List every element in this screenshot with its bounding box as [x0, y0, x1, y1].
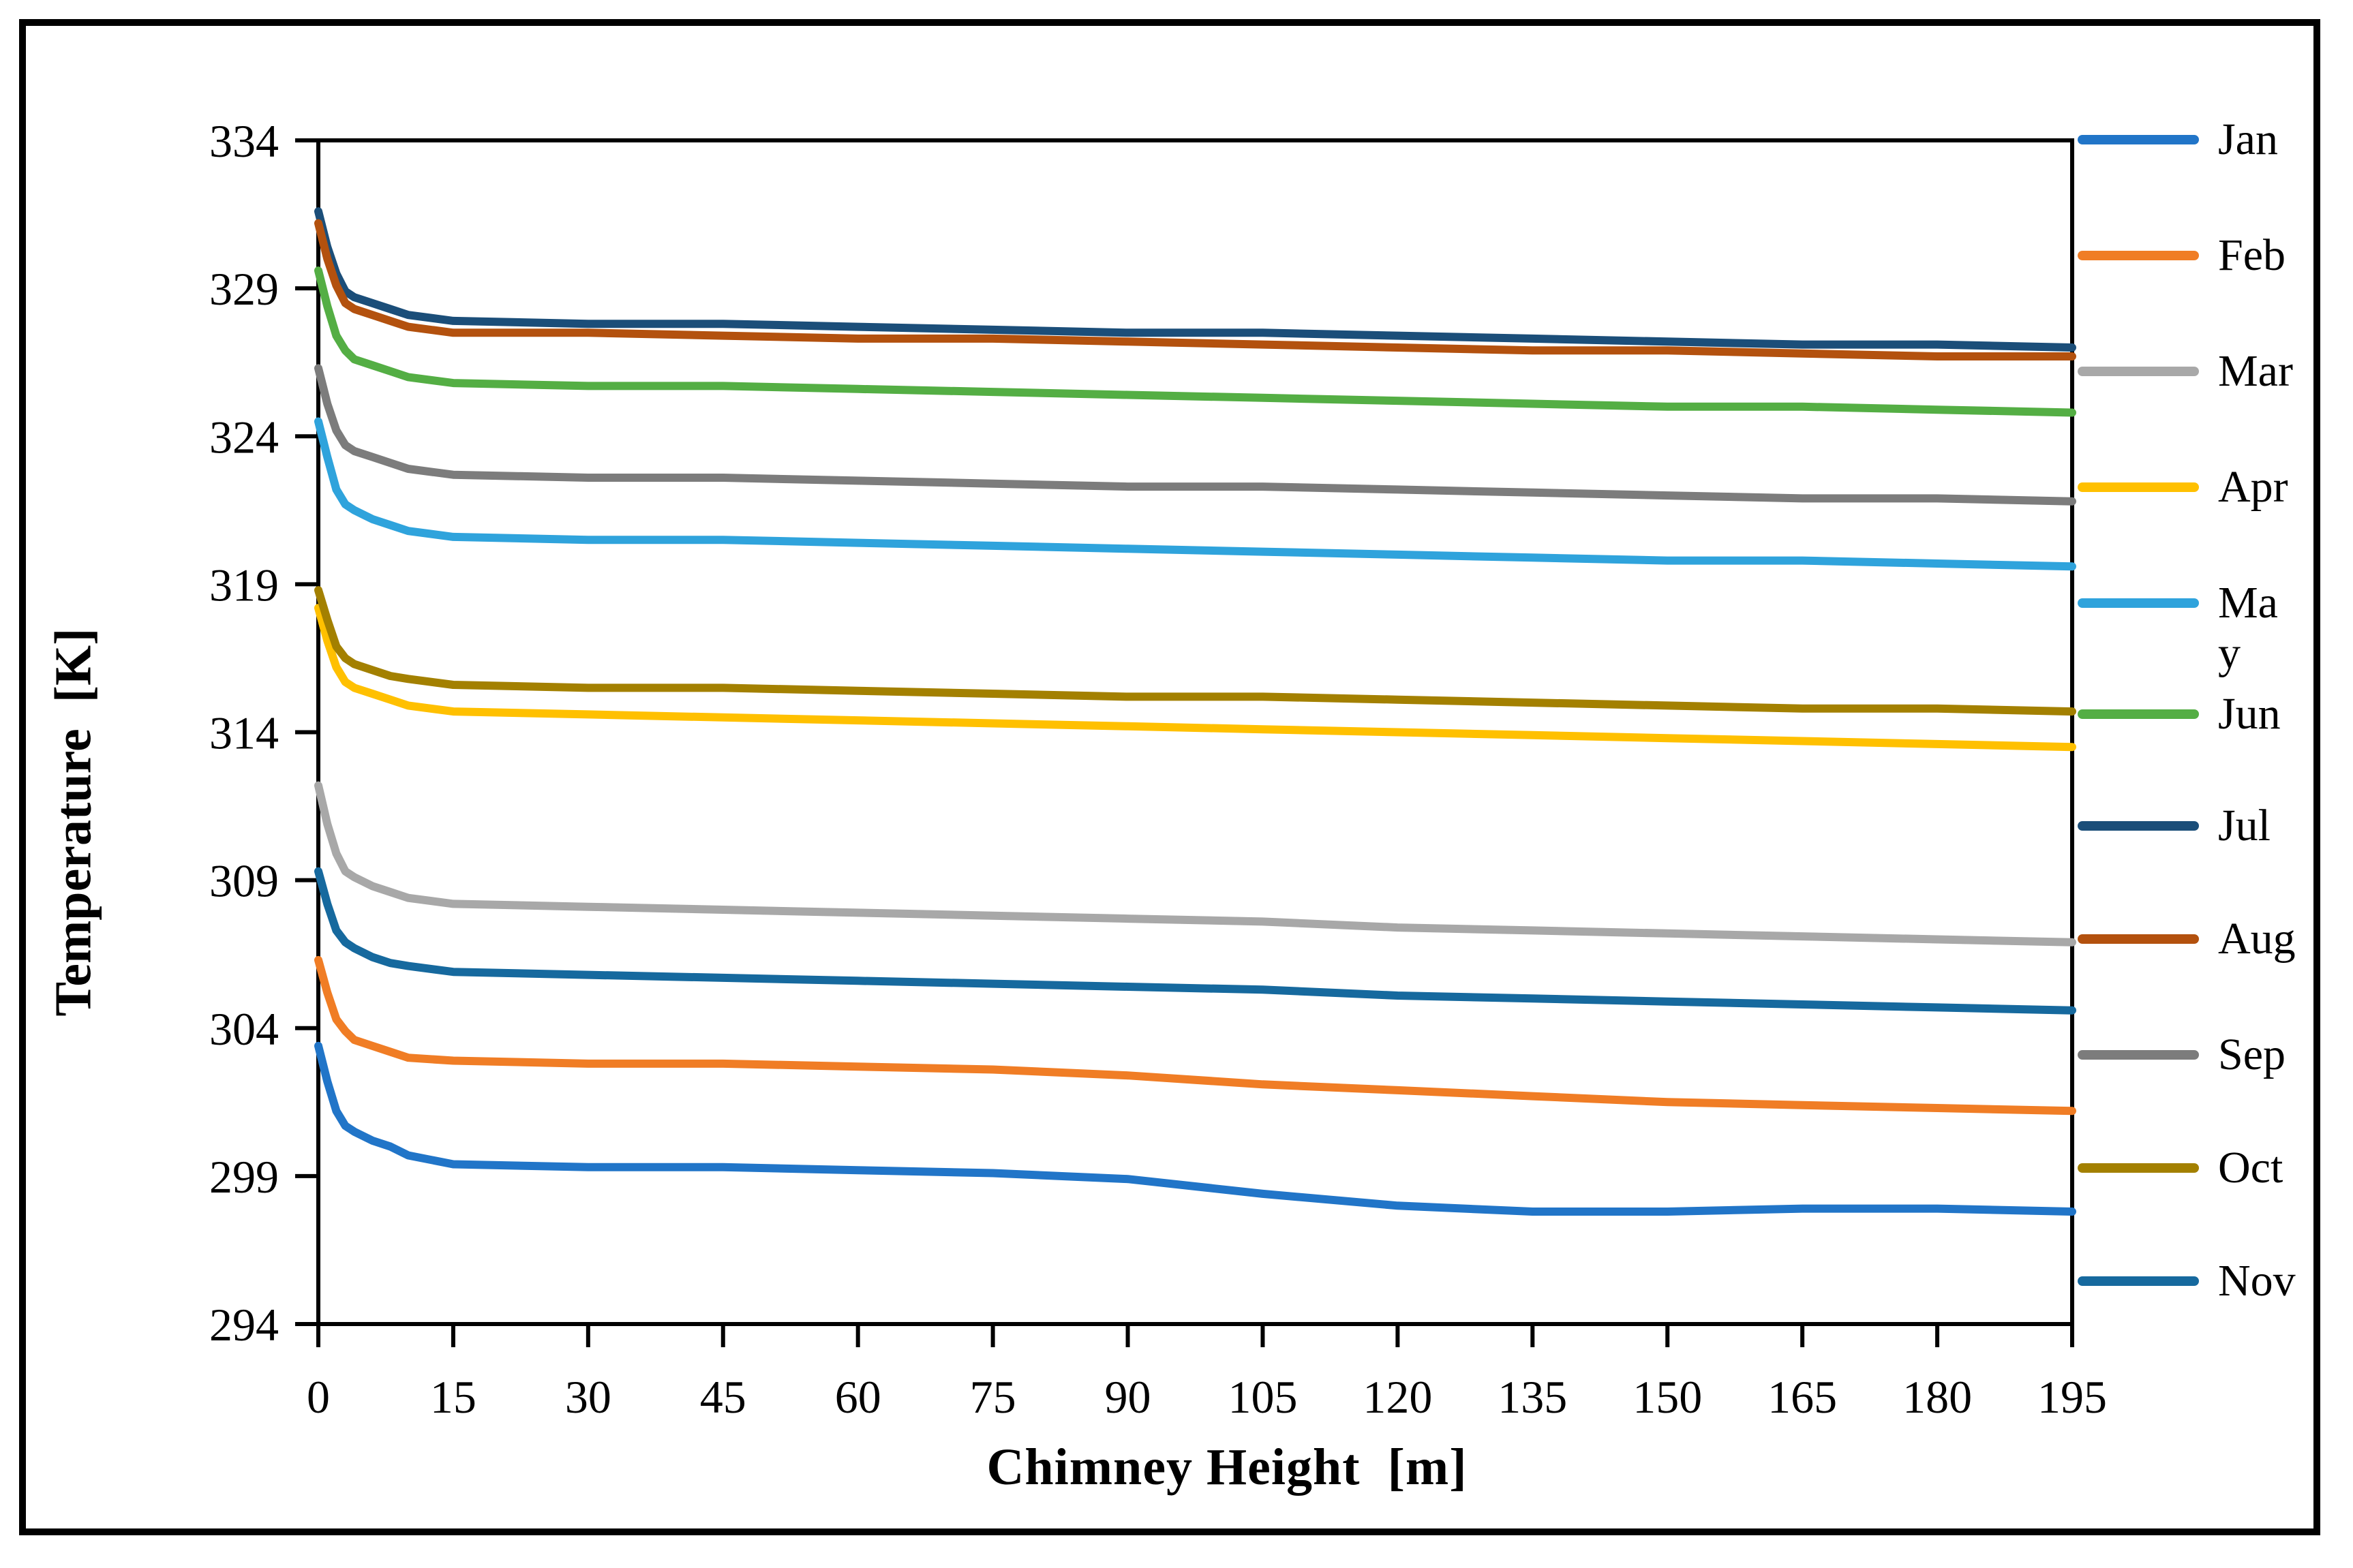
legend-swatch-mar	[2078, 367, 2199, 376]
curve-nov	[314, 867, 2076, 1015]
curve-jun	[314, 266, 2076, 417]
legend-swatch-oct	[2078, 1163, 2199, 1173]
curve-aug	[314, 219, 2076, 360]
x-tick-label: 15	[430, 1371, 476, 1423]
y-tick-label: 329	[209, 263, 279, 315]
legend-swatch-aug	[2078, 934, 2199, 944]
y-tick-label: 304	[209, 1003, 279, 1055]
legend-swatch-apr	[2078, 482, 2199, 492]
x-tick-label: 135	[1498, 1371, 1567, 1423]
x-tick-label: 75	[970, 1371, 1016, 1423]
curve-mar	[314, 781, 2076, 947]
curve-apr	[314, 604, 2076, 752]
legend-swatch-jun	[2078, 709, 2199, 719]
x-tick-label: 60	[835, 1371, 881, 1423]
legend-label-jun: Jun	[2218, 689, 2281, 739]
legend-label-apr: Apr	[2218, 462, 2288, 512]
legend: Jan Feb Mar Apr Ma y Jun Jul Aug Sep Oct Nov	[2078, 0, 2353, 1568]
y-tick-label: 309	[209, 855, 279, 907]
y-tick-label: 314	[209, 707, 279, 759]
legend-label-mar: Mar	[2218, 346, 2293, 396]
legend-swatch-nov	[2078, 1276, 2199, 1286]
legend-label-oct: Oct	[2218, 1143, 2283, 1193]
y-tick-label: 299	[209, 1151, 279, 1203]
legend-item-sep: Sep	[2078, 1030, 2286, 1080]
x-tick-label: 165	[1767, 1371, 1837, 1423]
x-tick-label: 105	[1228, 1371, 1297, 1423]
legend-swatch-sep	[2078, 1050, 2199, 1060]
legend-item-feb: Feb	[2078, 230, 2286, 281]
legend-label-jan: Jan	[2218, 114, 2278, 164]
figure-frame	[19, 19, 2320, 1535]
legend-item-mar: Mar	[2078, 346, 2293, 397]
x-tick-label: 120	[1363, 1371, 1432, 1423]
curve-feb	[314, 955, 2076, 1116]
curve-jan	[314, 1041, 2076, 1216]
legend-label-feb: Feb	[2218, 230, 2286, 280]
curve-sep	[314, 364, 2076, 506]
legend-label-aug: Aug	[2218, 914, 2296, 964]
x-tick-label: 180	[1902, 1371, 1972, 1423]
legend-label-nov: Nov	[2218, 1256, 2296, 1306]
legend-swatch-may	[2078, 598, 2199, 608]
y-tick-label: 324	[209, 411, 279, 463]
x-tick-label: 150	[1633, 1371, 1702, 1423]
legend-label-jul: Jul	[2218, 801, 2271, 850]
legend-item-oct: Oct	[2078, 1143, 2283, 1193]
curve-jul	[314, 207, 2076, 352]
x-tick-label: 45	[700, 1371, 746, 1423]
plot-border	[316, 138, 2074, 1326]
x-axis-title: Chimney Height [m]	[986, 1439, 1468, 1496]
legend-swatch-jul	[2078, 821, 2199, 831]
legend-label-sep: Sep	[2218, 1030, 2286, 1079]
legend-item-aug: Aug	[2078, 914, 2296, 964]
legend-swatch-jan	[2078, 135, 2199, 144]
y-tick-label: 294	[209, 1299, 279, 1351]
legend-item-may: Ma y	[2078, 578, 2278, 679]
legend-swatch-feb	[2078, 251, 2199, 260]
legend-item-jan: Jan	[2078, 114, 2278, 165]
y-axis-title: Temperature [K]	[44, 628, 102, 1017]
curve-may	[314, 417, 2076, 571]
legend-item-jul: Jul	[2078, 801, 2271, 851]
curve-oct	[314, 586, 2076, 716]
y-tick-label: 319	[209, 559, 279, 611]
legend-item-apr: Apr	[2078, 462, 2288, 512]
x-tick-label: 30	[565, 1371, 611, 1423]
x-tick-label: 0	[307, 1371, 330, 1423]
legend-label-may: Ma y	[2218, 578, 2278, 678]
legend-item-nov: Nov	[2078, 1256, 2296, 1306]
legend-item-jun: Jun	[2078, 689, 2281, 739]
x-tick-label: 195	[2037, 1371, 2107, 1423]
y-tick-label: 334	[209, 115, 279, 167]
x-tick-label: 90	[1105, 1371, 1151, 1423]
